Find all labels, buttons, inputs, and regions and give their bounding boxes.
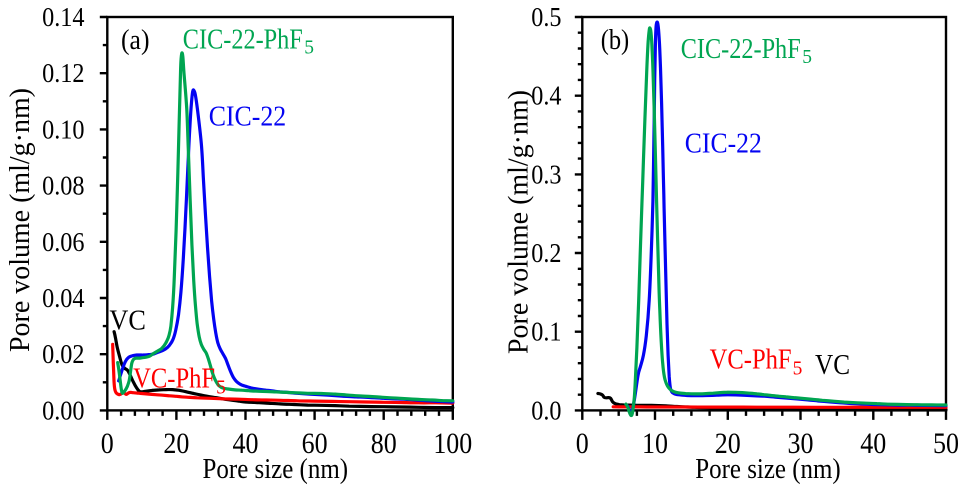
svg-text:VC-PhF: VC-PhF (710, 345, 792, 376)
svg-text:0.04: 0.04 (42, 282, 85, 313)
svg-text:100: 100 (433, 428, 472, 460)
svg-text:60: 60 (302, 428, 328, 460)
svg-text:VC: VC (815, 350, 850, 381)
svg-text:0.1: 0.1 (531, 316, 561, 347)
svg-text:40: 40 (233, 428, 259, 460)
svg-text:5: 5 (304, 38, 314, 59)
svg-text:CIC-22-PhF: CIC-22-PhF (681, 34, 801, 65)
svg-text:Pore volume (ml/g·nm): Pore volume (ml/g·nm) (504, 90, 535, 354)
svg-text:0.14: 0.14 (42, 1, 85, 32)
svg-text:CIC-22: CIC-22 (209, 102, 287, 133)
svg-text:0.02: 0.02 (42, 338, 84, 369)
svg-text:50: 50 (933, 428, 959, 460)
svg-text:0.06: 0.06 (42, 226, 84, 257)
svg-text:VC-PhF: VC-PhF (133, 364, 215, 395)
svg-text:20: 20 (163, 428, 189, 460)
svg-text:30: 30 (788, 428, 814, 460)
svg-text:10: 10 (642, 428, 668, 460)
svg-text:0.00: 0.00 (42, 394, 84, 425)
svg-text:(b): (b) (601, 24, 630, 56)
svg-text:0: 0 (101, 428, 114, 460)
svg-text:0.08: 0.08 (42, 170, 84, 201)
svg-text:CIC-22: CIC-22 (685, 129, 762, 160)
svg-text:20: 20 (715, 428, 741, 460)
svg-text:0.5: 0.5 (531, 1, 561, 32)
svg-text:CIC-22-PhF: CIC-22-PhF (183, 25, 303, 56)
svg-text:Pore size (nm): Pore size (nm) (695, 453, 841, 485)
svg-text:0.3: 0.3 (531, 158, 561, 189)
svg-text:Pore size (nm): Pore size (nm) (203, 453, 349, 485)
svg-text:0.2: 0.2 (531, 237, 561, 268)
svg-text:VC: VC (109, 306, 145, 337)
svg-text:80: 80 (371, 428, 397, 460)
svg-text:0.10: 0.10 (42, 113, 84, 144)
svg-text:Pore volume (ml/g·nm): Pore volume (ml/g·nm) (5, 88, 36, 352)
svg-text:40: 40 (860, 428, 886, 460)
svg-text:5: 5 (802, 47, 812, 68)
svg-text:0.0: 0.0 (531, 394, 561, 425)
svg-text:0.12: 0.12 (42, 57, 84, 88)
svg-text:(a): (a) (121, 24, 150, 56)
svg-text:0.4: 0.4 (531, 80, 561, 111)
svg-text:5: 5 (216, 377, 226, 398)
svg-text:0: 0 (576, 428, 589, 460)
svg-text:5: 5 (793, 359, 803, 380)
